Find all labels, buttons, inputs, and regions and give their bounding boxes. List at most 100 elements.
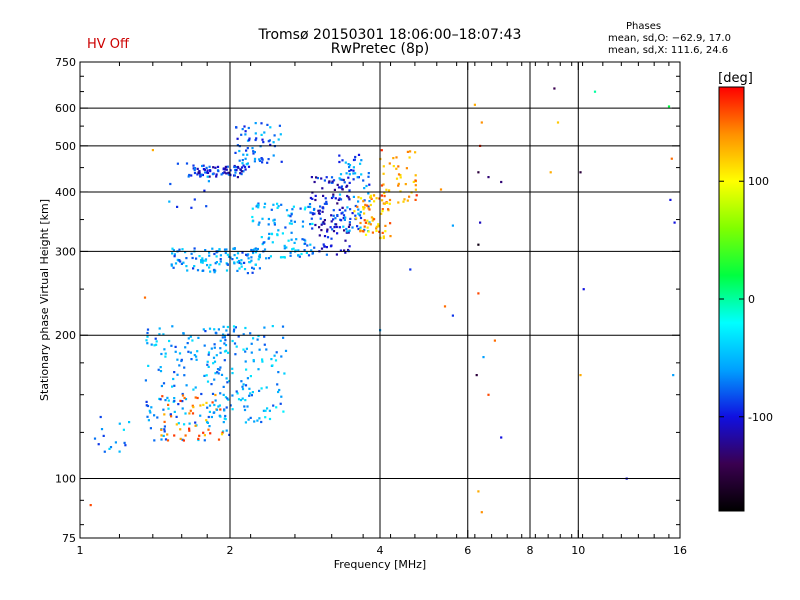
data-point <box>216 165 220 168</box>
data-point <box>267 237 270 240</box>
data-point <box>150 406 153 409</box>
data-point <box>371 231 374 234</box>
data-point <box>321 187 324 190</box>
data-point <box>335 223 338 226</box>
data-point <box>392 165 395 168</box>
data-point <box>317 209 320 212</box>
data-point <box>263 343 266 346</box>
data-point <box>273 221 276 225</box>
data-point <box>222 333 225 336</box>
data-point <box>331 180 334 183</box>
data-point <box>352 169 355 172</box>
data-point <box>318 226 321 229</box>
data-point <box>257 223 260 226</box>
data-point <box>235 256 239 260</box>
data-point <box>240 166 244 169</box>
data-point <box>248 139 251 142</box>
data-point <box>225 406 228 409</box>
data-point <box>253 160 256 163</box>
data-point <box>223 359 226 362</box>
data-point <box>261 358 264 361</box>
data-point <box>405 167 408 170</box>
data-point <box>224 251 227 255</box>
data-point <box>170 344 173 347</box>
data-point <box>294 249 297 252</box>
data-point <box>226 381 229 384</box>
data-point <box>214 262 217 265</box>
data-point <box>253 157 257 160</box>
data-point <box>368 208 371 211</box>
data-point <box>242 333 245 336</box>
data-point <box>260 420 263 424</box>
data-point <box>233 247 236 250</box>
data-point <box>377 225 380 228</box>
data-point <box>202 431 205 434</box>
data-point <box>329 226 332 229</box>
data-point <box>181 248 184 251</box>
data-point <box>388 189 391 192</box>
chart-title: Tromsø 20150301 18:06:00–18:07:43 <box>258 27 522 43</box>
phases-o-mode-stats: mean, sd,O: −62.9, 17.0 <box>608 33 731 44</box>
data-point <box>352 178 355 181</box>
data-point <box>184 251 187 254</box>
data-point <box>402 200 405 203</box>
data-point <box>277 229 280 232</box>
data-point <box>181 407 184 410</box>
data-point <box>205 374 208 377</box>
data-point <box>257 202 260 205</box>
data-point <box>383 192 386 195</box>
data-point <box>252 251 255 255</box>
data-point <box>202 403 205 406</box>
data-point <box>369 223 372 226</box>
data-point <box>211 392 215 395</box>
data-point <box>168 339 171 343</box>
data-point <box>330 196 334 200</box>
data-point <box>240 262 243 265</box>
data-point <box>368 200 371 203</box>
data-point <box>382 235 385 238</box>
data-point <box>348 169 351 173</box>
data-point <box>289 215 292 218</box>
data-point <box>325 253 328 256</box>
data-point <box>234 326 237 329</box>
data-point <box>235 166 238 169</box>
data-point <box>178 259 181 262</box>
x-tick-label: 1 <box>77 544 84 557</box>
data-point <box>149 411 152 414</box>
data-point <box>325 200 328 203</box>
data-point <box>221 172 225 175</box>
data-point <box>187 350 190 353</box>
data-point <box>332 193 335 196</box>
data-point <box>397 201 400 204</box>
data-point <box>363 225 366 228</box>
data-point <box>395 167 398 170</box>
data-point <box>384 224 387 227</box>
data-point <box>145 400 148 403</box>
data-point <box>321 222 324 225</box>
data-point <box>320 223 323 226</box>
data-point <box>194 386 197 389</box>
data-point <box>341 206 344 209</box>
data-point <box>170 264 173 267</box>
data-point <box>348 221 351 224</box>
data-point <box>209 432 212 435</box>
data-point <box>243 261 246 264</box>
data-point <box>340 219 343 222</box>
data-point <box>179 437 182 440</box>
data-point <box>311 251 314 254</box>
data-point <box>669 198 672 201</box>
data-point <box>493 339 496 342</box>
data-point <box>359 230 362 233</box>
data-point <box>193 265 196 268</box>
data-point <box>194 424 197 427</box>
data-point <box>279 256 283 259</box>
data-point <box>176 358 179 361</box>
colorbar-tick-label: 100 <box>748 175 769 188</box>
data-point <box>195 257 198 260</box>
data-point <box>170 415 173 418</box>
data-point <box>477 243 480 246</box>
data-point <box>174 345 177 348</box>
data-point <box>367 205 370 208</box>
data-point <box>184 434 187 437</box>
data-point <box>362 200 365 203</box>
